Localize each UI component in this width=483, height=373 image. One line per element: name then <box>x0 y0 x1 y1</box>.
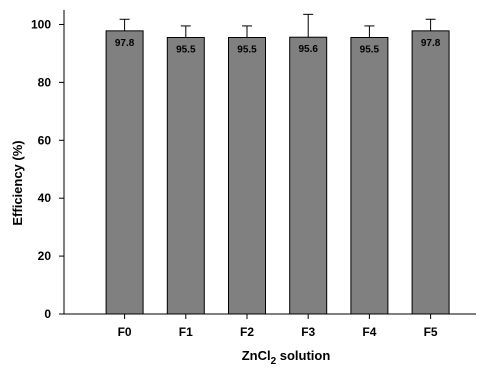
value-label-f2: 95.5 <box>237 45 257 56</box>
y-tick-label-0: 0 <box>44 307 51 321</box>
value-label-f3: 95.6 <box>298 44 318 55</box>
x-axis-title-subscript: 2 <box>271 356 277 367</box>
bar-f1 <box>166 37 205 315</box>
bar-f0 <box>105 30 144 315</box>
value-label-f5: 97.8 <box>421 38 441 49</box>
x-tick-label-f3: F3 <box>301 325 315 339</box>
y-tick-label-60: 60 <box>38 133 52 147</box>
error-bars-layer <box>119 13 436 38</box>
bar-f4 <box>350 37 389 315</box>
value-label-f1: 95.5 <box>176 45 196 56</box>
x-tick-label-f0: F0 <box>118 325 132 339</box>
y-axis-title: Efficiency (%) <box>10 140 25 225</box>
value-label-f4: 95.5 <box>360 45 380 56</box>
bars-layer <box>105 30 450 315</box>
x-axis-title: ZnCl2 solution <box>242 348 331 367</box>
y-tick-label-20: 20 <box>38 249 52 263</box>
bar-f2 <box>228 37 266 315</box>
x-tick-label-f5: F5 <box>424 325 438 339</box>
x-tick-label-f2: F2 <box>240 325 254 339</box>
x-tick-label-f1: F1 <box>179 325 193 339</box>
value-label-f0: 97.8 <box>115 38 135 49</box>
y-tick-label-40: 40 <box>38 191 52 205</box>
x-ticks-layer: F0 F1 F2 F3 F4 F5 <box>118 314 438 339</box>
value-labels-layer: 97.8 95.5 95.5 95.6 95.5 97.8 <box>115 38 441 56</box>
y-ticks-layer: 0 20 40 60 80 100 <box>31 17 64 321</box>
axes-layer <box>63 10 476 315</box>
x-tick-label-f4: F4 <box>362 325 376 339</box>
x-axis-title-main: ZnCl <box>242 348 271 363</box>
bar-f3 <box>289 36 328 315</box>
y-tick-label-80: 80 <box>38 75 52 89</box>
bar-f5 <box>411 30 450 315</box>
y-tick-label-100: 100 <box>31 17 51 31</box>
x-axis-title-rest: solution <box>276 348 330 363</box>
